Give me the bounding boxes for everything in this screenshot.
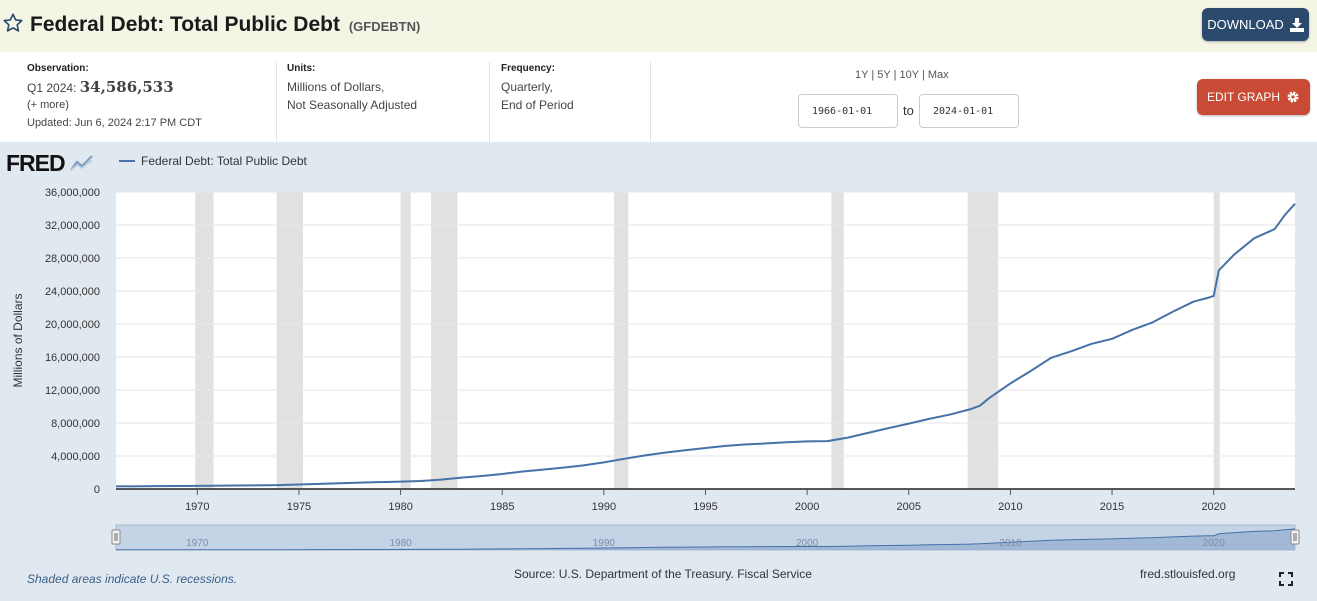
range-10y[interactable]: 10Y bbox=[899, 69, 919, 81]
chart-legend: Federal Debt: Total Public Debt bbox=[119, 154, 307, 168]
units-block: Units: Millions of Dollars, Not Seasonal… bbox=[287, 62, 417, 114]
y-tick-label: 8,000,000 bbox=[51, 418, 100, 430]
x-tick-label: 2015 bbox=[1100, 501, 1124, 513]
x-tick-label: 1970 bbox=[185, 501, 209, 513]
x-tick-label: 1995 bbox=[693, 501, 717, 513]
observation-value: 34,586,533 bbox=[79, 78, 174, 96]
y-tick-label: 4,000,000 bbox=[51, 451, 100, 463]
chart-panel: 0 4,000,000 8,000,000 12,000,000 16,000,000 2… bbox=[0, 142, 1317, 601]
legend-swatch bbox=[119, 160, 135, 162]
y-tick-label: 20,000,000 bbox=[45, 319, 100, 331]
fullscreen-icon[interactable] bbox=[1279, 572, 1293, 586]
edit-graph-button[interactable]: EDIT GRAPH bbox=[1197, 79, 1310, 115]
divider bbox=[489, 62, 490, 142]
navigator-tick-label: 2010 bbox=[999, 538, 1022, 549]
x-tick-label: 2005 bbox=[897, 501, 921, 513]
x-tick-label: 2000 bbox=[795, 501, 819, 513]
x-tick-label: 2010 bbox=[998, 501, 1022, 513]
y-tick-label: 16,000,000 bbox=[45, 352, 100, 364]
plot-area bbox=[116, 192, 1295, 489]
series-line[interactable] bbox=[115, 203, 1296, 488]
units-label: Units: bbox=[287, 63, 316, 74]
range-separator: | bbox=[893, 69, 900, 81]
legend-label: Federal Debt: Total Public Debt bbox=[141, 154, 307, 168]
observation-period: Q1 2024: bbox=[27, 81, 77, 95]
x-tick-label: 2020 bbox=[1201, 501, 1225, 513]
y-tick-label: 28,000,000 bbox=[45, 253, 100, 265]
y-tick-label: 24,000,000 bbox=[45, 286, 100, 298]
fred-logo: FRED bbox=[6, 150, 94, 177]
range-selector: 1Y | 5Y | 10Y | Max bbox=[855, 69, 949, 81]
navigator-tick-label: 2000 bbox=[796, 538, 819, 549]
range-1y[interactable]: 1Y bbox=[855, 69, 869, 81]
navigator-tick-label: 2020 bbox=[1203, 538, 1226, 549]
recession-band bbox=[276, 192, 304, 489]
y-tick-label: 0 bbox=[94, 484, 100, 496]
page-header: Federal Debt: Total Public Debt (GFDEBTN… bbox=[0, 0, 1317, 52]
units-line1: Millions of Dollars, bbox=[287, 80, 385, 94]
page-title: Federal Debt: Total Public Debt (GFDEBTN… bbox=[30, 13, 420, 37]
download-icon bbox=[1289, 17, 1304, 32]
observation-line: Q1 2024: 34,586,533 bbox=[27, 78, 202, 97]
range-separator: | bbox=[871, 69, 878, 81]
observation-block: Observation: Q1 2024: 34,586,533 (+ more… bbox=[27, 62, 202, 133]
range-separator: | bbox=[921, 69, 928, 81]
x-tick-label: 1985 bbox=[490, 501, 514, 513]
more-link[interactable]: (+ more) bbox=[27, 99, 69, 111]
navigator-handle[interactable] bbox=[111, 529, 121, 545]
star-icon[interactable] bbox=[2, 12, 24, 34]
recession-band bbox=[614, 192, 629, 489]
site-link[interactable]: fred.stlouisfed.org bbox=[1140, 567, 1236, 581]
x-tick-label: 1990 bbox=[592, 501, 616, 513]
observation-label: Observation: bbox=[27, 63, 89, 74]
download-label: DOWNLOAD bbox=[1207, 17, 1284, 32]
y-tick-label: 36,000,000 bbox=[45, 187, 100, 199]
recession-band bbox=[431, 192, 458, 489]
range-5y[interactable]: 5Y bbox=[877, 69, 891, 81]
series-title: Federal Debt: Total Public Debt bbox=[30, 13, 340, 36]
end-date-input[interactable]: 2024-01-01 bbox=[919, 94, 1019, 128]
divider bbox=[276, 62, 277, 142]
updated-text: Updated: Jun 6, 2024 2:17 PM CDT bbox=[27, 117, 202, 129]
x-tick-label: 1980 bbox=[388, 501, 412, 513]
edit-graph-label: EDIT GRAPH bbox=[1206, 90, 1281, 104]
range-max[interactable]: Max bbox=[927, 69, 949, 81]
download-button[interactable]: DOWNLOAD bbox=[1202, 8, 1309, 41]
y-tick-label: 12,000,000 bbox=[45, 385, 100, 397]
frequency-line2: End of Period bbox=[501, 98, 574, 112]
series-id: (GFDEBTN) bbox=[348, 19, 421, 34]
recession-band bbox=[400, 192, 411, 489]
fred-chart-icon bbox=[70, 155, 93, 171]
recession-band bbox=[1213, 192, 1220, 489]
y-axis-title: Millions of Dollars bbox=[11, 293, 25, 387]
series-meta: Observation: Q1 2024: 34,586,533 (+ more… bbox=[0, 52, 1317, 142]
chart-canvas[interactable]: 0 4,000,000 8,000,000 12,000,000 16,000,000 2… bbox=[0, 142, 1317, 601]
frequency-line1: Quarterly, bbox=[501, 80, 553, 94]
divider bbox=[650, 62, 651, 142]
frequency-block: Frequency: Quarterly, End of Period bbox=[501, 62, 574, 114]
recession-band bbox=[831, 192, 844, 489]
navigator-line bbox=[116, 528, 1296, 551]
navigator-area bbox=[116, 528, 1295, 550]
frequency-label: Frequency: bbox=[501, 63, 555, 74]
y-tick-label: 32,000,000 bbox=[45, 220, 100, 232]
fred-logo-text: FRED bbox=[6, 150, 66, 176]
navigator-handle[interactable] bbox=[1290, 529, 1300, 545]
recession-band bbox=[967, 192, 999, 489]
recession-band bbox=[195, 192, 214, 489]
navigator-tick-label: 1990 bbox=[593, 538, 616, 549]
navigator-tick-label: 1980 bbox=[389, 538, 412, 549]
gear-icon bbox=[1287, 91, 1299, 103]
x-tick-label: 1975 bbox=[287, 501, 311, 513]
to-label: to bbox=[903, 103, 914, 118]
units-line2: Not Seasonally Adjusted bbox=[287, 98, 418, 112]
start-date-input[interactable]: 1966-01-01 bbox=[798, 94, 898, 128]
source-text: Source: U.S. Department of the Treasury.… bbox=[514, 567, 812, 581]
navigator-tick-label: 1970 bbox=[186, 538, 209, 549]
recession-note: Shaded areas indicate U.S. recessions. bbox=[27, 572, 238, 586]
